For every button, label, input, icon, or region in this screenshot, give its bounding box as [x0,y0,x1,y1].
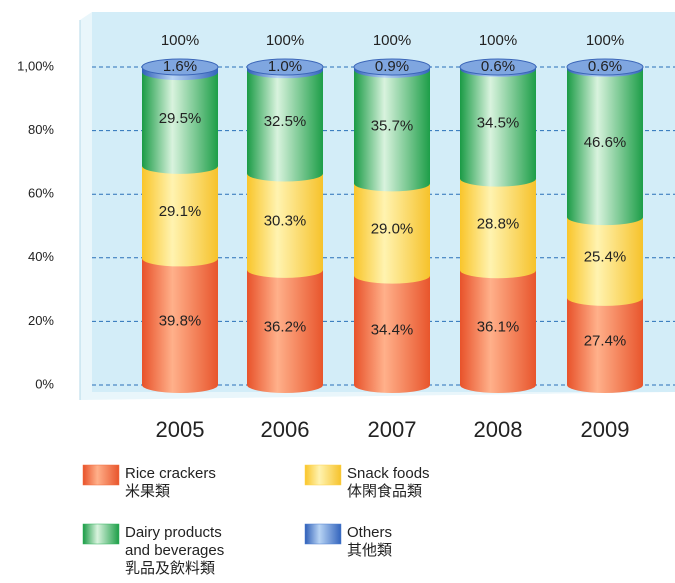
y-tick-label: 80% [28,122,54,137]
total-label: 100% [161,32,199,49]
legend-swatch [304,464,342,486]
legend-swatch [304,523,342,545]
y-tick-label: 1,00% [17,58,54,73]
bar-segment [247,173,323,278]
bar-segment [247,269,323,393]
total-label: 100% [373,32,411,49]
bar-top [246,58,324,76]
value-label: 0.6% [588,58,622,75]
bar-top [141,58,219,76]
legend-swatch [82,523,120,545]
value-label: 29.0% [371,220,414,237]
x-tick-label: 2009 [581,417,630,442]
value-label: 0.6% [481,58,515,75]
bar-segment [460,178,536,279]
bar-segment [142,72,218,174]
value-label: 0.9% [375,58,409,75]
y-tick-label: 40% [28,249,54,264]
y-tick-label: 0% [35,376,54,391]
value-label: 46.6% [584,134,627,151]
value-label: 1.6% [163,58,197,75]
value-label: 27.4% [584,332,627,349]
bar-segment [354,275,430,393]
total-label: 100% [266,32,304,49]
legend-swatch [82,464,120,486]
bar-segment [247,70,323,182]
value-label: 36.2% [264,318,307,335]
value-label: 30.3% [264,213,307,230]
bar-segment [354,183,430,284]
legend-label: Snack foods 体閑食品類 [347,465,430,500]
bar-segment [460,68,536,187]
x-tick-label: 2005 [156,417,205,442]
bar-segment [460,270,536,393]
bar-segment [567,217,643,306]
bar-top [353,58,431,76]
legend-label: Others 其他類 [347,524,392,559]
bar-segment [142,258,218,393]
bar-top [459,58,537,76]
value-label: 34.4% [371,321,414,338]
legend-label: Rice crackers 米果類 [125,465,216,500]
value-label: 34.5% [477,115,520,132]
bar-segment [567,68,643,226]
value-label: 29.1% [159,203,202,220]
value-label: 25.4% [584,248,627,265]
value-label: 32.5% [264,113,307,130]
value-label: 28.8% [477,215,520,232]
x-tick-label: 2007 [368,417,417,442]
value-label: 39.8% [159,313,202,330]
x-tick-label: 2006 [261,417,310,442]
y-tick-label: 20% [28,313,54,328]
x-tick-label: 2008 [474,417,523,442]
legend-label: Dairy products and beverages 乳品及飲料類 [125,524,224,577]
value-label: 36.1% [477,319,520,336]
y-tick-label: 60% [28,186,54,201]
value-label: 29.5% [159,110,202,127]
total-label: 100% [479,32,517,49]
bar-segment [567,297,643,393]
total-label: 100% [586,32,624,49]
bar-segment [142,165,218,267]
bar-segment [354,69,430,192]
bar-top [566,58,644,76]
value-label: 35.7% [371,118,414,135]
value-label: 1.0% [268,58,302,75]
